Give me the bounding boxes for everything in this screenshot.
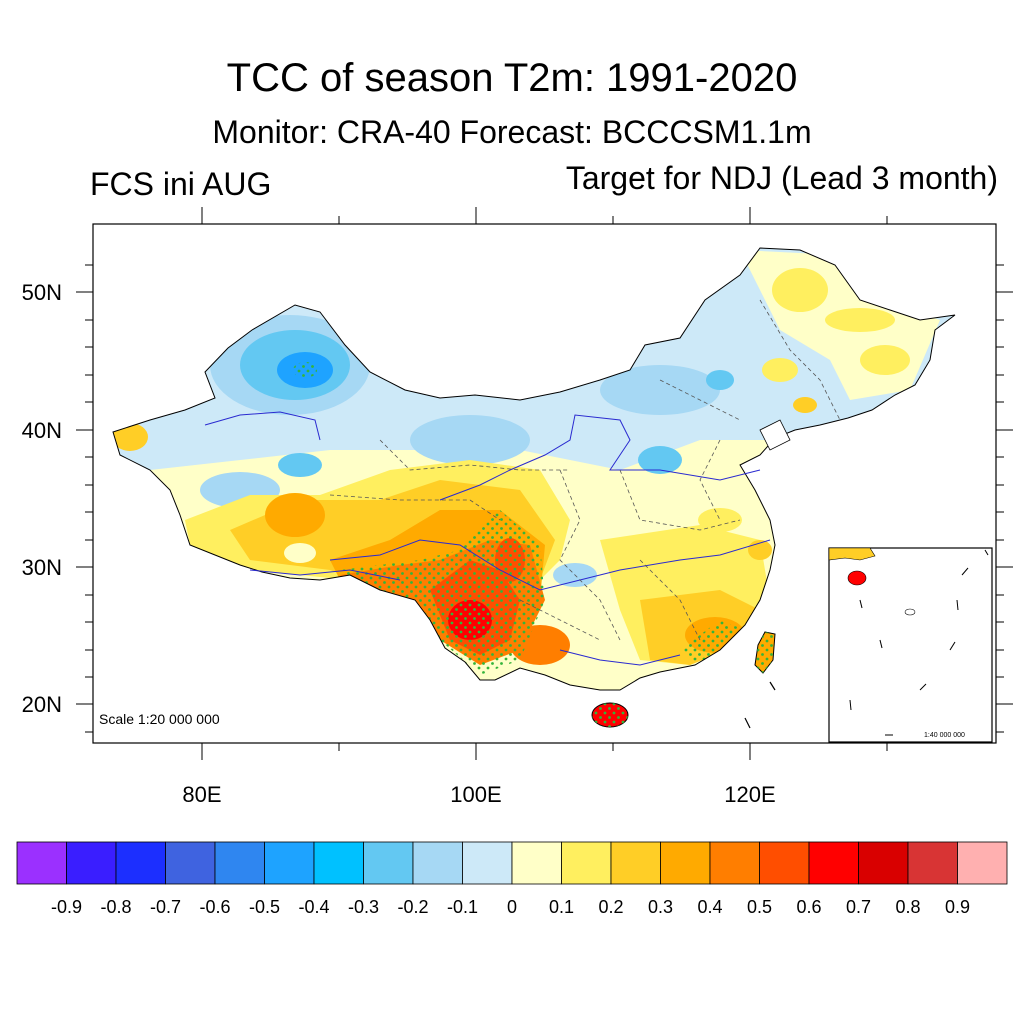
colorbar-swatch [511,841,562,885]
lon-tick-label: 120E [724,782,776,807]
colorbar-label: 0.4 [697,897,723,917]
colorbar-swatch [759,841,810,885]
colorbar-swatch [907,841,958,885]
province-borders [329,299,841,641]
colorbar-label: -0.2 [397,897,429,917]
colorbar-swatch [313,841,364,885]
colorbar-label: -0.6 [199,897,231,917]
colorbar-label: -0.4 [298,897,330,917]
bohai-sea [759,419,791,451]
colorbar-swatch [214,841,265,885]
colorbar-swatch [165,841,216,885]
colorbar-swatch [115,841,166,885]
inset-scale-text: 1:40 000 000 [924,732,965,739]
colorbar-label: 0.1 [548,897,575,917]
colorbar-label: -0.5 [248,897,281,917]
colorbar-label: -0.3 [347,897,380,917]
lat-tick-label: 50N [21,280,62,305]
lat-tick-label: 20N [21,692,62,717]
colorbar-label: -0.1 [446,897,479,917]
lon-tick-label: 100E [450,782,502,807]
colorbar-swatch [462,841,513,885]
colorbar-label: 0.3 [647,897,674,917]
colorbar-swatch [858,841,909,885]
colorbar-label: 0.8 [895,897,921,917]
colorbar-swatch [16,841,67,885]
colorbar-label: 0.5 [746,897,773,917]
colorbar [16,841,1008,885]
map-ticks [76,207,1013,760]
colorbar-label: -0.9 [50,897,83,917]
colorbar-swatch [808,841,859,885]
sea-boundary-dashes [744,681,776,729]
hainan-island [591,702,629,728]
colorbar-swatch [412,841,463,885]
colorbar-label: 0.7 [845,897,872,917]
colorbar-label: 0.9 [944,897,971,917]
taiwan-island [754,631,776,674]
page-title: TCC of season T2m: 1991-2020 [226,56,798,100]
page-subtitle: Monitor: CRA-40 Forecast: BCCCSM1.1m [212,114,812,150]
colorbar-swatch [610,841,661,885]
inset-map [828,547,993,743]
colorbar-swatch [264,841,315,885]
lat-tick-label: 40N [21,418,62,443]
colorbar-label: -0.8 [100,897,132,917]
colorbar-swatch [957,841,1008,885]
lat-tick-label: 30N [21,555,62,580]
colorbar-swatch [363,841,414,885]
map-scale-text: Scale 1:20 000 000 [99,711,220,727]
lon-tick-label: 80E [182,782,222,807]
right-label: Target for NDJ (Lead 3 month) [565,160,998,196]
colorbar-label: -0.7 [149,897,182,917]
colorbar-label: 0.6 [796,897,822,917]
colorbar-label: 0 [506,897,517,917]
colorbar-swatch [561,841,612,885]
left-label: FCS ini AUG [90,166,272,202]
colorbar-swatch [66,841,117,885]
colorbar-label: 0.2 [598,897,624,917]
rivers [204,411,771,666]
colorbar-swatch [709,841,760,885]
colorbar-swatch [660,841,711,885]
